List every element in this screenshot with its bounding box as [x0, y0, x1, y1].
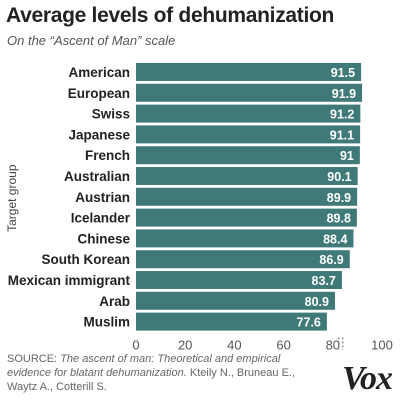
bar	[136, 291, 336, 310]
value-label: 83.7	[312, 274, 336, 288]
bar	[136, 187, 358, 206]
source-title: The ascent of man: Theoretical and empir…	[7, 353, 281, 379]
x-tick-label: 40	[227, 337, 241, 350]
value-label: 91.2	[330, 108, 354, 122]
x-tick-label: 20	[178, 337, 192, 350]
value-label: 91.5	[331, 66, 355, 80]
bar-chart: American 91.5 European 91.9 Swiss 91.2 Japanes…	[5, 63, 393, 350]
value-label: 91.1	[330, 128, 354, 142]
value-label: 77.6	[297, 316, 321, 330]
x-tick-label: 60	[276, 337, 290, 350]
chart-title: Average levels of dehumanization	[6, 4, 335, 27]
value-label: 91.9	[332, 87, 356, 101]
bar	[136, 312, 327, 331]
bar	[136, 271, 342, 289]
value-label: 89.8	[327, 212, 351, 226]
category-label: Australian	[64, 169, 130, 184]
value-label: 90.1	[327, 170, 351, 184]
source-note: SOURCE: The ascent of man: Theoretical a…	[7, 352, 307, 394]
bar	[136, 104, 361, 123]
bar	[136, 146, 360, 165]
category-label: Muslim	[83, 315, 130, 330]
category-label: European	[68, 86, 130, 101]
bar	[136, 83, 363, 102]
bar	[136, 167, 358, 185]
x-tick-label: 100	[371, 337, 393, 350]
category-label: Icelander	[71, 211, 131, 226]
category-label: Austrian	[75, 190, 130, 205]
y-axis-title: Target group	[5, 164, 19, 232]
value-label: 86.9	[319, 253, 343, 267]
source-authors: Kteily N., Bruneau E., Waytz A., Cotteri…	[7, 367, 296, 393]
bar	[136, 125, 361, 144]
value-label: 80.9	[305, 295, 329, 309]
category-label: Arab	[99, 294, 130, 309]
category-label: Swiss	[92, 107, 130, 122]
category-label: South Korean	[41, 252, 130, 267]
value-label: 88.4	[323, 232, 347, 246]
category-label: American	[68, 65, 130, 80]
x-tick-label: 80	[326, 337, 340, 350]
value-label: 91	[340, 149, 354, 163]
category-label: French	[85, 148, 130, 163]
x-tick-label: 0	[132, 337, 139, 350]
bar	[136, 250, 350, 269]
chart-subtitle: On the “Ascent of Man” scale	[7, 33, 176, 48]
source-prefix: SOURCE:	[7, 353, 61, 365]
category-label: Mexican immigrant	[8, 273, 131, 288]
category-label: Japanese	[68, 127, 130, 142]
category-label: Chinese	[77, 231, 130, 246]
value-label: 89.9	[327, 191, 351, 205]
bar	[136, 63, 362, 81]
bar	[136, 208, 357, 227]
bar	[136, 229, 354, 248]
vox-logo: Vox	[342, 360, 393, 397]
